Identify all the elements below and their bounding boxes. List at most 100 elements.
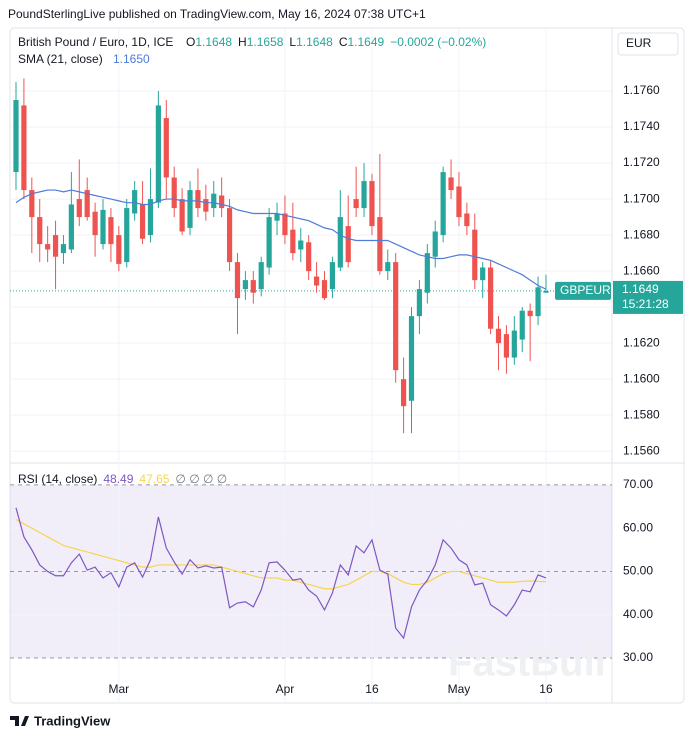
candle-body xyxy=(448,177,454,191)
candle-body xyxy=(385,262,391,272)
candle-body xyxy=(60,244,67,254)
rsi-tick-label: 30.00 xyxy=(623,650,653,664)
y-tick-label: 1.1700 xyxy=(623,191,660,205)
currency-button[interactable] xyxy=(617,32,679,56)
candle-body xyxy=(543,290,549,293)
ohlc-letter: L xyxy=(289,35,296,49)
candle-body xyxy=(266,217,272,268)
candle-body xyxy=(511,330,517,358)
candle-body xyxy=(416,289,423,317)
candle-body xyxy=(329,262,335,290)
ohlc-value: 1.1658 xyxy=(247,35,284,49)
candle-body xyxy=(408,316,415,401)
candle-body xyxy=(345,226,351,263)
sma-name: SMA (21, close) xyxy=(18,52,103,66)
candle-body xyxy=(226,208,233,263)
candle-body xyxy=(337,217,343,268)
y-tick-label: 1.1760 xyxy=(623,83,660,97)
price-tag xyxy=(613,280,683,314)
candle-body xyxy=(488,267,494,329)
x-tick-label: 16 xyxy=(539,682,553,696)
candle-body xyxy=(179,199,185,232)
y-tick-label: 1.1660 xyxy=(623,263,660,277)
candle-body xyxy=(195,190,201,209)
logo-icon xyxy=(10,716,29,726)
x-tick-label: Mar xyxy=(108,682,129,696)
candle-body xyxy=(472,229,478,281)
candle-body xyxy=(535,287,541,317)
candle-body xyxy=(155,105,161,203)
candle-body xyxy=(290,229,296,254)
candle-body xyxy=(21,105,27,191)
tradingview-logo: TradingView xyxy=(10,713,111,728)
last-price: 1.1649 xyxy=(622,282,659,296)
candle-body xyxy=(13,100,19,173)
candle-body xyxy=(242,280,248,290)
candle-body xyxy=(187,190,193,228)
sma-line xyxy=(15,189,547,290)
rsi-placeholders: ∅ ∅ ∅ ∅ xyxy=(175,472,227,486)
published-note: PoundSterlingLive published on TradingVi… xyxy=(8,7,426,21)
candle-body xyxy=(313,276,320,286)
candle-body xyxy=(250,280,256,293)
candle-body xyxy=(519,310,525,340)
candle-body xyxy=(171,177,177,209)
candle-body xyxy=(84,190,90,218)
candle-body xyxy=(282,213,288,236)
ohlc-letter: C xyxy=(339,35,348,49)
candle-body xyxy=(432,231,438,257)
y-tick-label: 1.1740 xyxy=(623,119,660,133)
symbol: British Pound / Euro, 1D, ICE xyxy=(18,35,173,49)
candle-body xyxy=(234,262,241,299)
candle-body xyxy=(274,213,280,221)
candle-body xyxy=(52,235,59,257)
candle-body xyxy=(147,199,154,236)
candle-body xyxy=(527,310,533,317)
rsi-name: RSI (14, close) xyxy=(18,472,97,486)
candle-body xyxy=(163,118,169,178)
candle-body xyxy=(480,267,486,281)
rsi-ma-line xyxy=(15,518,546,590)
x-tick-label: Apr xyxy=(276,682,295,696)
ticker-tag xyxy=(555,281,611,300)
candle-body xyxy=(321,280,328,299)
candle-body xyxy=(464,213,470,227)
candle-body xyxy=(211,193,217,209)
candle-body xyxy=(369,181,375,227)
rsi-tick-label: 50.00 xyxy=(623,564,653,578)
ohlc-value: 1.1648 xyxy=(296,35,333,49)
rsi-value: 48.49 xyxy=(103,472,133,486)
currency[interactable]: EUR xyxy=(626,36,652,50)
ohlc-letter: O xyxy=(186,35,195,49)
x-tick-label: May xyxy=(448,682,471,696)
y-tick-label: 1.1580 xyxy=(623,407,660,421)
rsi-tick-label: 60.00 xyxy=(623,520,653,534)
candle-body xyxy=(100,209,106,245)
candle-body xyxy=(29,190,35,218)
brand: TradingView xyxy=(34,713,111,728)
rsi-tick-label: 70.00 xyxy=(623,477,653,491)
candle-body xyxy=(203,199,209,212)
candle-body xyxy=(424,253,430,293)
candle-body xyxy=(92,211,98,236)
candle-body xyxy=(377,217,383,272)
candle-body xyxy=(132,190,138,214)
rsi-tick-label: 40.00 xyxy=(623,607,653,621)
candle-body xyxy=(306,242,312,272)
candle-body xyxy=(219,195,225,209)
ticker: GBPEUR xyxy=(560,283,611,297)
candle-body xyxy=(116,235,122,264)
candle-body xyxy=(139,204,146,239)
y-tick-label: 1.1600 xyxy=(623,371,660,385)
rsi-ma-value: 47.65 xyxy=(139,472,169,486)
candle-body xyxy=(76,199,82,218)
candle-body xyxy=(258,262,264,290)
y-tick-label: 1.1560 xyxy=(623,443,660,457)
watermark: FastBull xyxy=(448,641,606,685)
candle-body xyxy=(361,181,367,209)
sma-value: 1.1650 xyxy=(113,52,150,66)
candle-body xyxy=(495,328,502,344)
ohlc-value: 1.1648 xyxy=(195,35,232,49)
candle-body xyxy=(45,244,51,250)
